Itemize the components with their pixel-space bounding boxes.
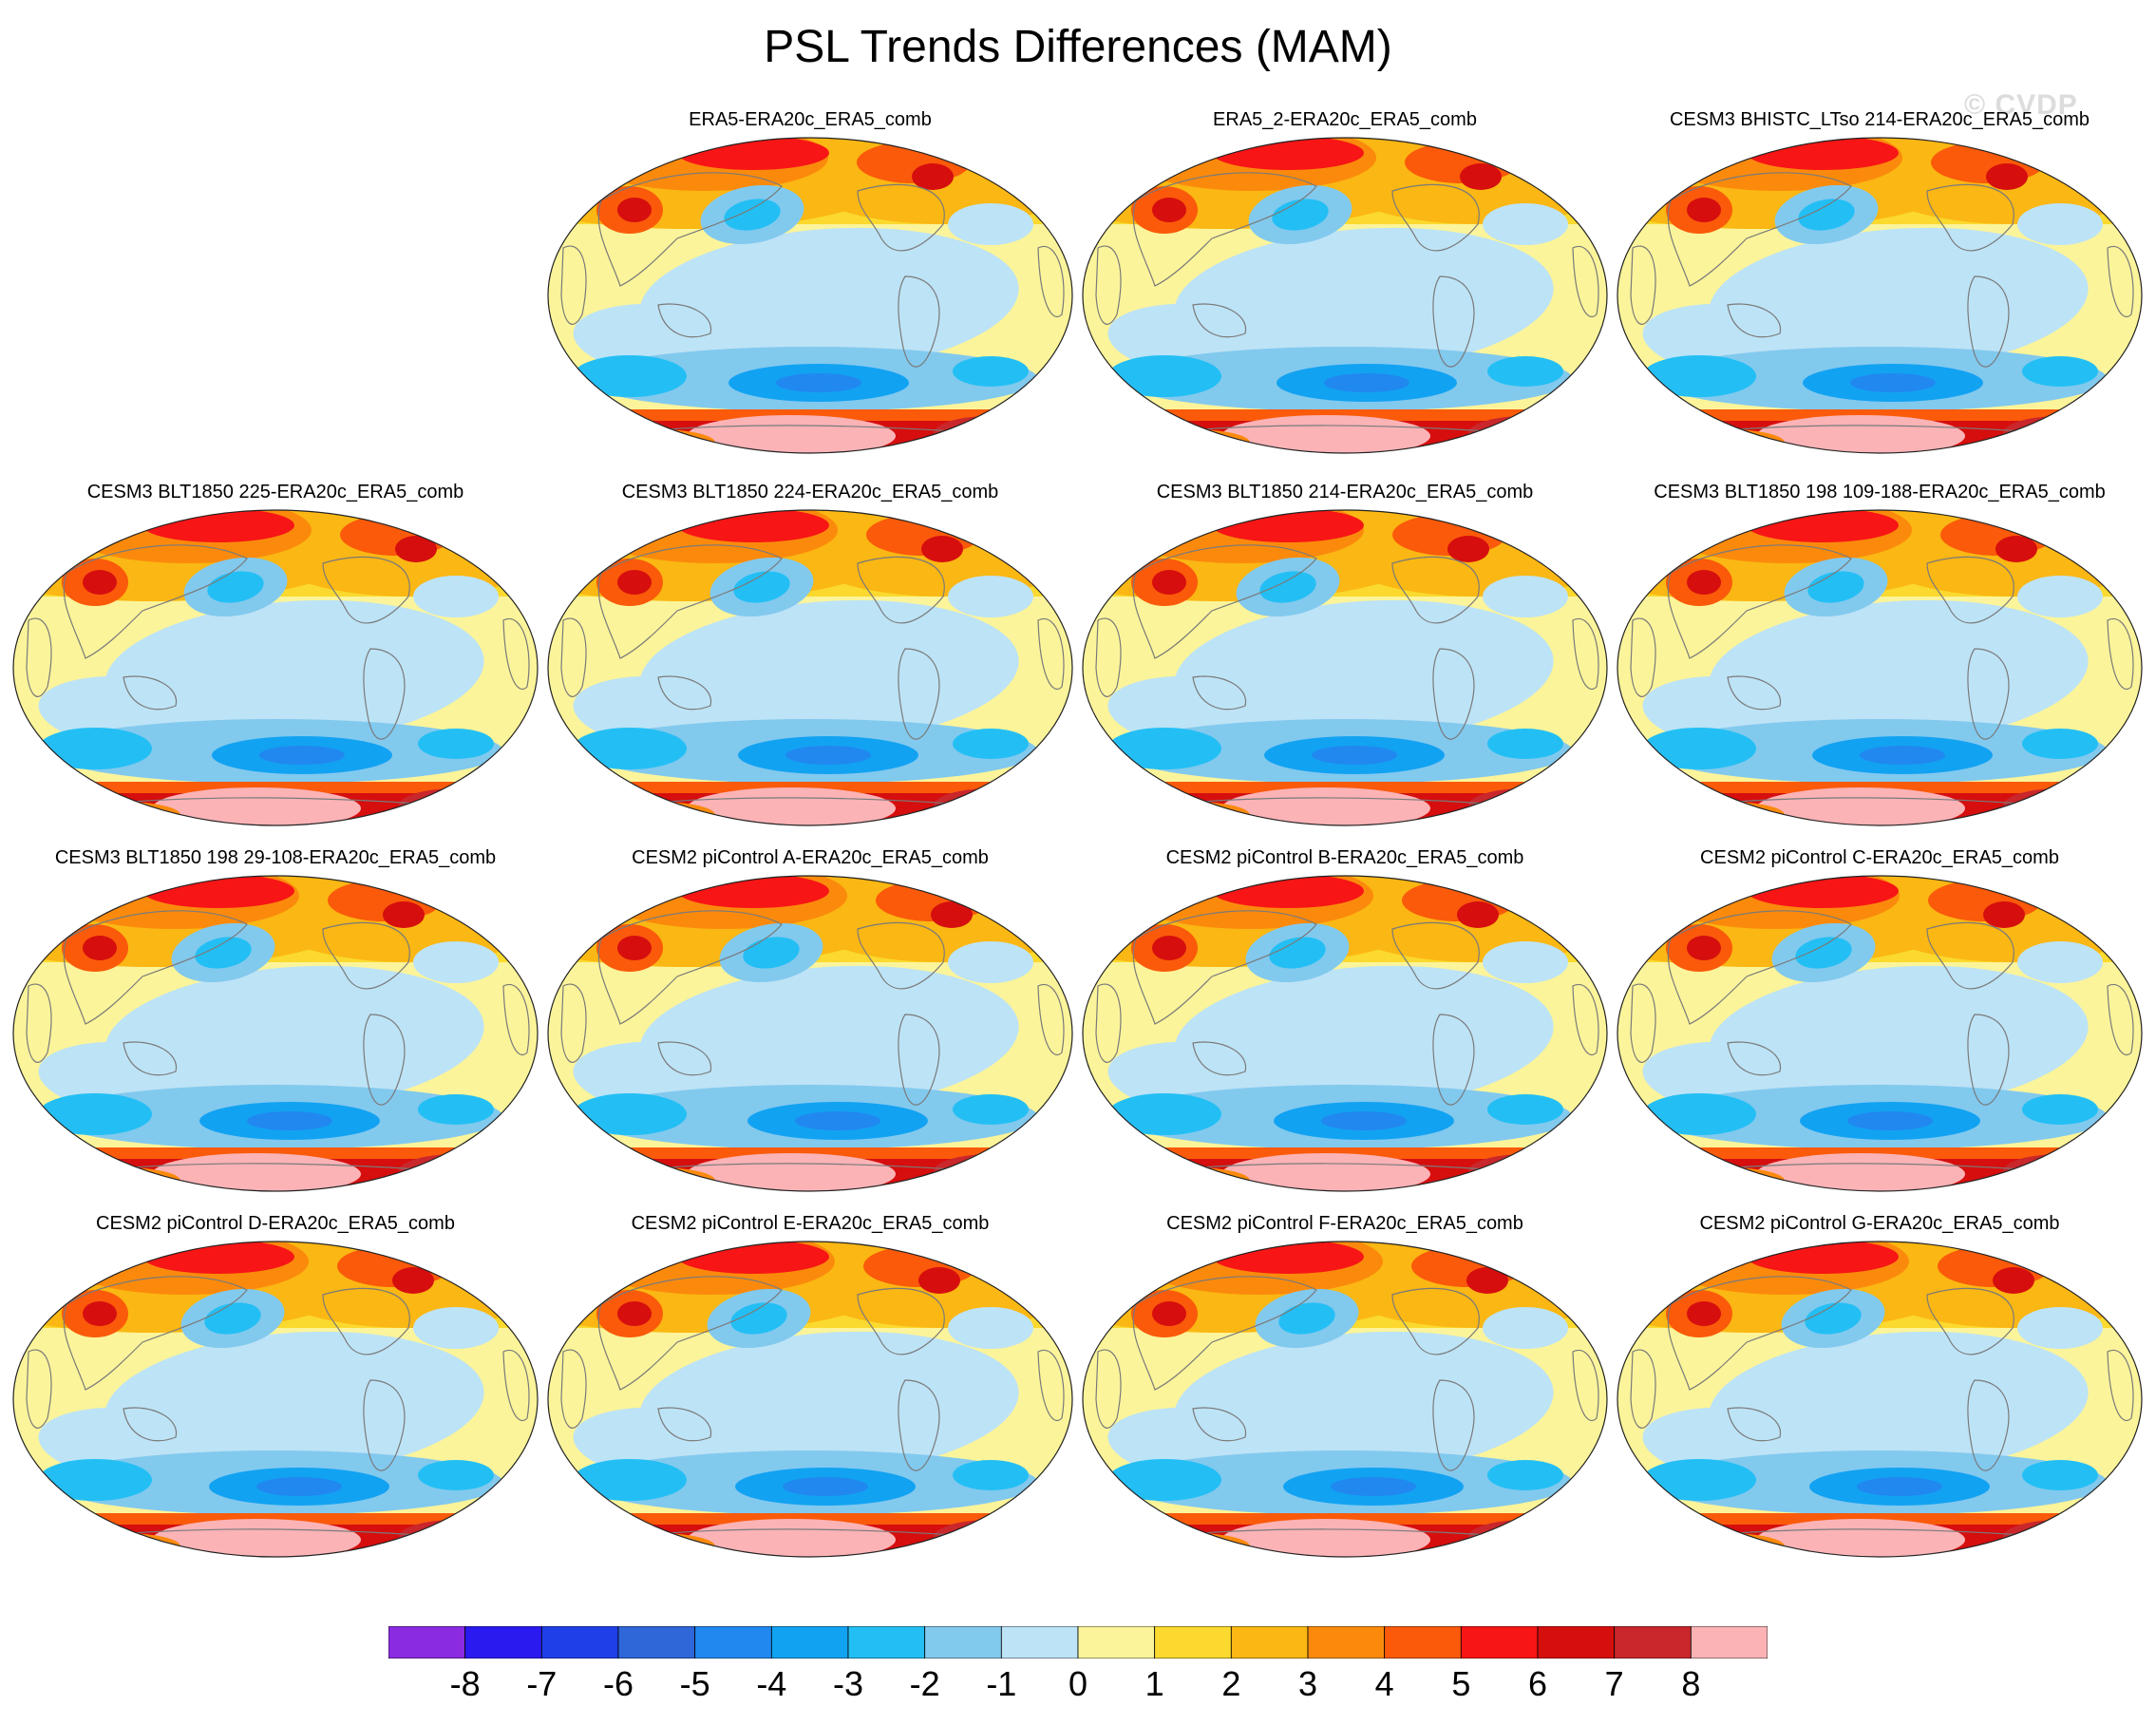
map-contour-plot: [12, 509, 539, 826]
map-contour-plot: [1617, 875, 2143, 1192]
map-panel: CESM2 piControl E-ERA20c_ERA5_comb: [544, 1211, 1076, 1577]
map-panel: CESM2 piControl C-ERA20c_ERA5_comb: [1614, 845, 2146, 1211]
map-contour-plot: [1617, 509, 2143, 826]
colorbar-box: [1460, 1626, 1539, 1659]
map-contour-plot: [1617, 137, 2143, 454]
colorbar-box: [1690, 1626, 1768, 1659]
colorbar-tick-label: -1: [986, 1664, 1017, 1703]
map-contour-plot: [1082, 875, 1608, 1192]
colorbar-box: [617, 1626, 696, 1659]
map-panel: CESM2 piControl A-ERA20c_ERA5_comb: [544, 845, 1076, 1211]
colorbar-tick-label: 8: [1681, 1664, 1701, 1703]
colorbar-tick-label: -5: [679, 1664, 710, 1703]
panel-title: CESM3 BLT1850 198 29-108-ERA20c_ERA5_com…: [54, 847, 497, 868]
map-panel: CESM2 piControl B-ERA20c_ERA5_comb: [1079, 845, 1611, 1211]
colorbar-tick-label: -2: [909, 1664, 940, 1703]
colorbar-box: [1000, 1626, 1079, 1659]
panel-title: CESM2 piControl C-ERA20c_ERA5_comb: [1700, 847, 2059, 868]
colorbar-box: [1537, 1626, 1616, 1659]
colorbar-tick-label: -7: [526, 1664, 558, 1703]
map-panel: CESM3 BLT1850 198 29-108-ERA20c_ERA5_com…: [9, 845, 541, 1211]
map-contour-plot: [1082, 137, 1608, 454]
map-panel: CESM2 piControl F-ERA20c_ERA5_comb: [1079, 1211, 1611, 1577]
colorbar-box: [464, 1626, 542, 1659]
panel-title: CESM2 piControl F-ERA20c_ERA5_comb: [1166, 1213, 1523, 1234]
colorbar-box: [1230, 1626, 1309, 1659]
panel-title: CESM2 piControl G-ERA20c_ERA5_comb: [1699, 1213, 2060, 1234]
panel-title: CESM2 piControl D-ERA20c_ERA5_comb: [96, 1213, 455, 1234]
map-panel: CESM2 piControl G-ERA20c_ERA5_comb: [1614, 1211, 2146, 1577]
map-panel: CESM3 BLT1850 214-ERA20c_ERA5_comb: [1079, 480, 1611, 845]
colorbar-tick-label: 3: [1297, 1664, 1318, 1703]
colorbar-box: [1384, 1626, 1462, 1659]
map-contour-plot: [547, 137, 1073, 454]
map-contour-plot: [1082, 1241, 1608, 1558]
panel-title: CESM2 piControl A-ERA20c_ERA5_comb: [632, 847, 989, 868]
colorbar-tick-label: -8: [449, 1664, 481, 1703]
colorbar-box: [540, 1626, 619, 1659]
map-panel: ERA5_2-ERA20c_ERA5_comb: [1079, 107, 1611, 473]
panel-title: CESM2 piControl E-ERA20c_ERA5_comb: [631, 1213, 990, 1234]
map-contour-plot: [12, 875, 539, 1192]
colorbar-box: [924, 1626, 1002, 1659]
colorbar: [388, 1626, 1768, 1659]
map-panel: ERA5-ERA20c_ERA5_comb: [544, 107, 1076, 473]
colorbar-tick-label: -6: [602, 1664, 634, 1703]
panel-title: CESM3 BLT1850 225-ERA20c_ERA5_comb: [86, 482, 464, 502]
map-contour-plot: [1617, 1241, 2143, 1558]
colorbar-box: [1154, 1626, 1232, 1659]
colorbar-labels: -8 -7 -6 -5 -4 -3 -2 -1 0 1 2 3 4 5 6 7 8: [388, 1664, 1768, 1704]
colorbar-tick-label: -4: [756, 1664, 787, 1703]
map-contour-plot: [547, 509, 1073, 826]
map-panel: CESM3 BLT1850 198 109-188-ERA20c_ERA5_co…: [1614, 480, 2146, 845]
panel-title: ERA5-ERA20c_ERA5_comb: [689, 109, 932, 130]
map-panel: CESM3 BHISTC_LTso 214-ERA20c_ERA5_comb: [1614, 107, 2146, 473]
map-contour-plot: [547, 1241, 1073, 1558]
panel-title: CESM3 BHISTC_LTso 214-ERA20c_ERA5_comb: [1669, 109, 2090, 130]
panel-title: ERA5_2-ERA20c_ERA5_comb: [1213, 109, 1477, 130]
colorbar-tick-label: 0: [1068, 1664, 1088, 1703]
colorbar-tick-label: 2: [1221, 1664, 1241, 1703]
map-contour-plot: [12, 1241, 539, 1558]
cvdp-watermark: © CVDP: [1964, 89, 2078, 121]
colorbar-box: [770, 1626, 849, 1659]
colorbar-box: [1077, 1626, 1156, 1659]
panel-title: CESM3 BLT1850 224-ERA20c_ERA5_comb: [621, 482, 999, 502]
figure-title: PSL Trends Differences (MAM): [764, 22, 1392, 72]
colorbar-box: [1307, 1626, 1386, 1659]
colorbar-box: [388, 1626, 466, 1659]
colorbar-tick-label: 7: [1604, 1664, 1624, 1703]
panel-title: CESM3 BLT1850 214-ERA20c_ERA5_comb: [1156, 482, 1534, 502]
map-contour-plot: [1082, 509, 1608, 826]
colorbar-box: [694, 1626, 772, 1659]
colorbar-tick-label: -3: [832, 1664, 863, 1703]
colorbar-tick-label: 6: [1527, 1664, 1548, 1703]
colorbar-box: [1614, 1626, 1692, 1659]
colorbar-tick-label: 4: [1374, 1664, 1394, 1703]
colorbar-tick-label: 1: [1144, 1664, 1164, 1703]
map-panel: CESM2 piControl D-ERA20c_ERA5_comb: [9, 1211, 541, 1577]
colorbar-tick-label: 5: [1451, 1664, 1471, 1703]
map-contour-plot: [547, 875, 1073, 1192]
map-panel: CESM3 BLT1850 225-ERA20c_ERA5_comb: [9, 480, 541, 845]
panel-title: CESM3 BLT1850 198 109-188-ERA20c_ERA5_co…: [1654, 482, 2106, 502]
colorbar-box: [847, 1626, 926, 1659]
panel-title: CESM2 piControl B-ERA20c_ERA5_comb: [1165, 847, 1524, 868]
map-panel: CESM3 BLT1850 224-ERA20c_ERA5_comb: [544, 480, 1076, 845]
